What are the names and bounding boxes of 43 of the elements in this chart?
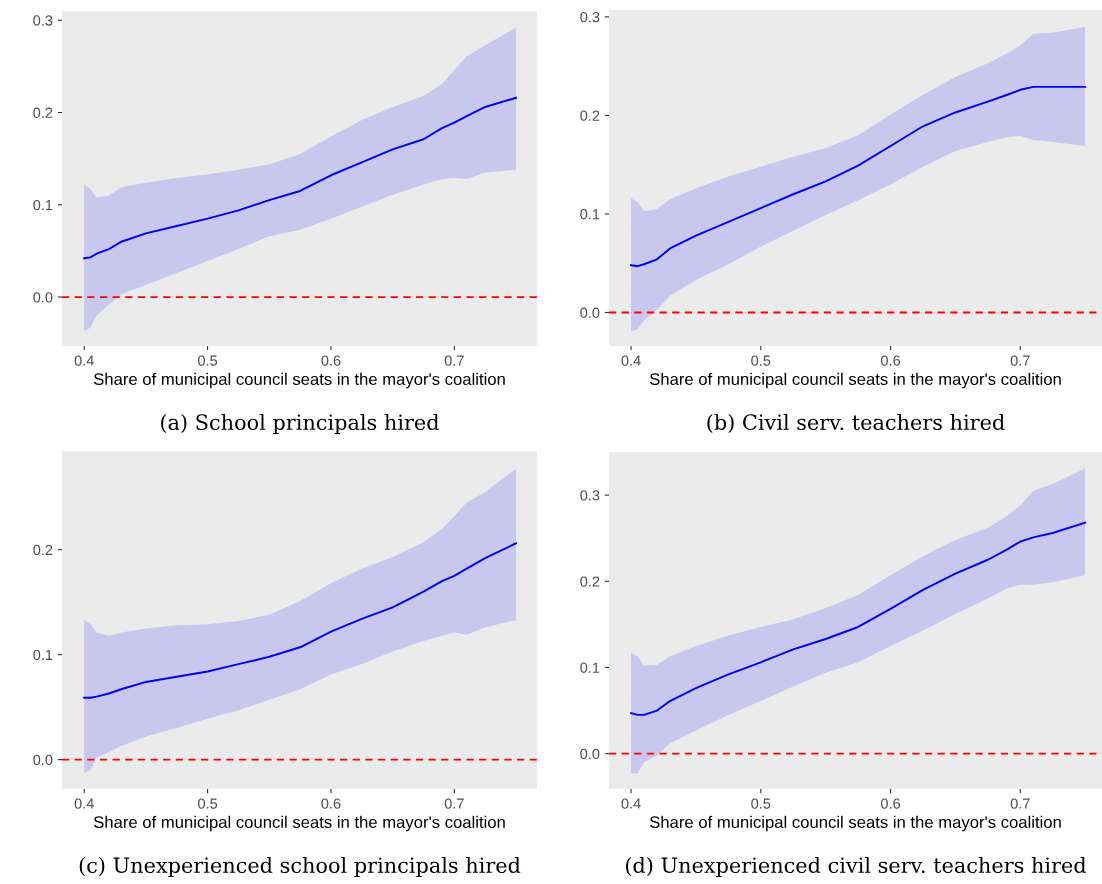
- x-tick-label: 0.7: [444, 798, 464, 809]
- y-tick-label: 0.2: [33, 107, 53, 118]
- line-series: [83, 96, 517, 260]
- x-tick-label: 0.5: [198, 355, 218, 366]
- x-axis-title: Share of municipal council seats in the mayor's coalition: [649, 372, 1061, 389]
- text: (b) Civil serv. teachers hired: [707, 413, 1005, 433]
- x-tick-label: 0.6: [321, 798, 341, 809]
- x-tick-label: 0.6: [321, 355, 341, 366]
- y-tick-label: 0.2: [33, 544, 53, 556]
- x-tick-label: 0.6: [880, 798, 901, 809]
- x-tick-label: 0.4: [74, 355, 94, 366]
- y-tick-label: 0.0: [580, 307, 600, 318]
- x-tick-label: 0.5: [751, 798, 771, 809]
- y-tick-label: 0.2: [580, 576, 600, 587]
- x-tick-label: 0.4: [74, 798, 94, 809]
- y-tick-label: 0.3: [580, 12, 600, 23]
- x-axis-title: Share of municipal council seats in the mayor's coalition: [93, 815, 505, 832]
- x-axis-title: Share of municipal council seats in the mayor's coalition: [649, 815, 1061, 832]
- x-tick-label: 0.5: [751, 355, 771, 366]
- y-tick-label: 0.0: [580, 748, 600, 760]
- x-tick-label: 0.7: [444, 355, 464, 366]
- y-tick-label: 0.1: [580, 662, 600, 673]
- line-series: [630, 85, 1087, 268]
- y-tick-label: 0.1: [33, 199, 53, 211]
- text: (d) Unexperienced civil serv. teachers hired: [625, 856, 1087, 878]
- y-tick-label: 0.0: [33, 292, 53, 303]
- x-tick-label: 0.7: [1010, 355, 1030, 366]
- y-tick-label: 0.3: [580, 490, 600, 501]
- x-tick-label: 0.5: [198, 798, 218, 809]
- y-tick-label: 0.1: [33, 649, 53, 661]
- line-series: [630, 521, 1087, 716]
- x-tick-label: 0.4: [621, 798, 641, 809]
- x-tick-label: 0.4: [621, 355, 641, 366]
- text: (c) Unexperienced school principals hired: [79, 856, 521, 878]
- x-tick-label: 0.7: [1010, 798, 1030, 809]
- y-tick-label: 0.0: [33, 754, 53, 766]
- y-tick-label: 0.3: [33, 15, 53, 26]
- x-axis-title: Share of municipal council seats in the mayor's coalition: [93, 372, 505, 389]
- y-tick-label: 0.2: [580, 110, 600, 121]
- y-tick-label: 0.1: [580, 209, 600, 220]
- line-series: [83, 542, 517, 699]
- text: (a) School principals hired: [161, 413, 439, 435]
- x-tick-label: 0.6: [880, 355, 901, 366]
